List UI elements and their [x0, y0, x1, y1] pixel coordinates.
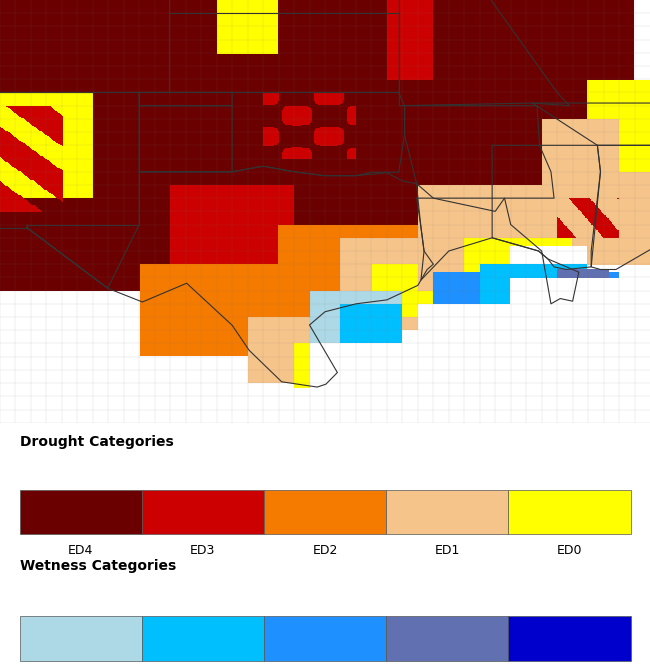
Bar [20, 490, 142, 534]
Bar [264, 490, 386, 534]
Text: ED3: ED3 [190, 544, 216, 558]
Bar [508, 490, 630, 534]
Bar [142, 617, 264, 661]
Bar [386, 617, 508, 661]
Bar [386, 490, 508, 534]
Text: Wetness Categories: Wetness Categories [20, 560, 176, 573]
Bar [20, 617, 142, 661]
Text: Drought Categories: Drought Categories [20, 435, 174, 449]
Bar [508, 617, 630, 661]
Text: ED1: ED1 [434, 544, 460, 558]
Bar [264, 617, 386, 661]
Bar [142, 490, 264, 534]
Text: ED2: ED2 [312, 544, 338, 558]
Text: ED0: ED0 [556, 544, 582, 558]
Text: ED4: ED4 [68, 544, 94, 558]
